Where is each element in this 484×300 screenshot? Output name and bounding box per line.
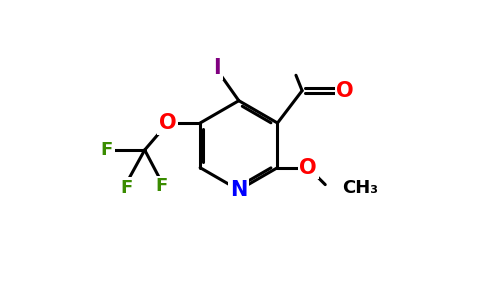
Text: F: F xyxy=(120,179,132,197)
Text: CH₃: CH₃ xyxy=(342,179,378,197)
Text: O: O xyxy=(159,113,177,133)
Text: N: N xyxy=(230,180,247,200)
Text: F: F xyxy=(155,177,168,195)
Text: O: O xyxy=(336,81,354,101)
Text: O: O xyxy=(300,158,317,178)
Text: I: I xyxy=(213,58,221,78)
Text: F: F xyxy=(101,141,113,159)
